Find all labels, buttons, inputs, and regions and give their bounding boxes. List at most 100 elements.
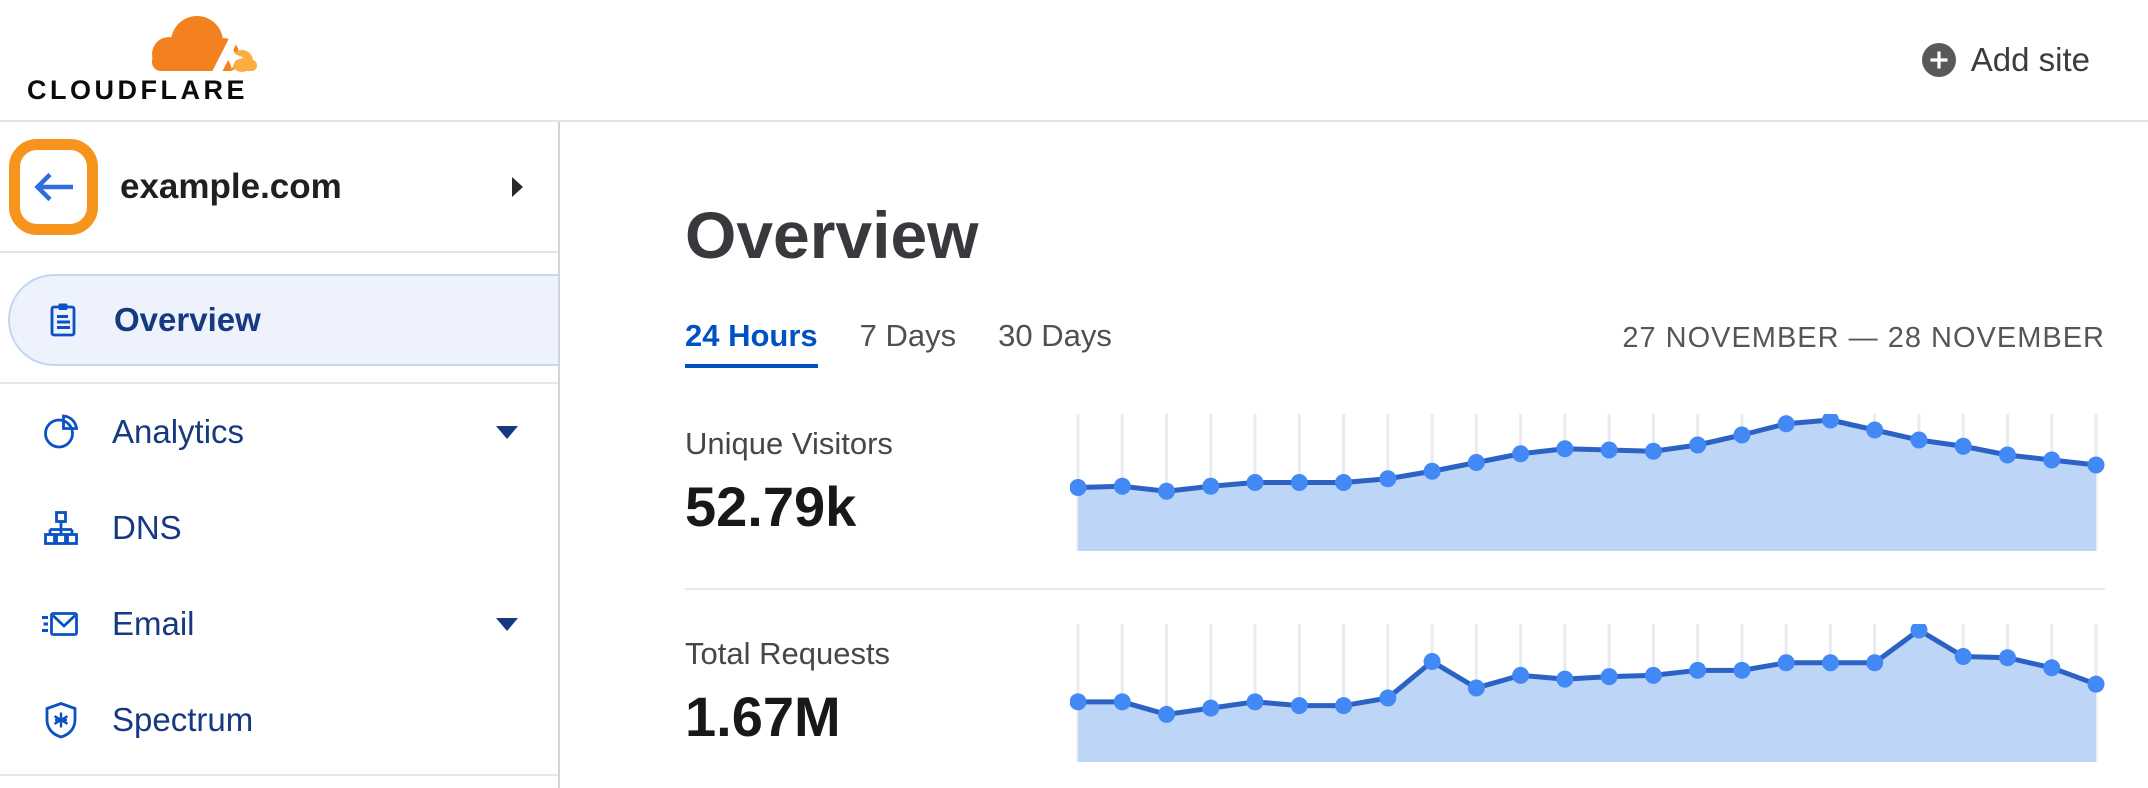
sidebar-divider: [0, 774, 558, 776]
chart-data-point[interactable]: [1512, 445, 1530, 463]
chart-data-point[interactable]: [1689, 436, 1707, 454]
chart-data-point[interactable]: [1910, 431, 1928, 449]
add-site-label: Add site: [1970, 41, 2090, 78]
chart-data-point[interactable]: [1335, 474, 1353, 491]
chart-data-point[interactable]: [2087, 675, 2105, 693]
tab-7-days[interactable]: 7 Days: [859, 318, 957, 353]
unique-visitors-metric: Unique Visitors 52.79k: [685, 414, 2105, 551]
chart-data-point[interactable]: [2043, 659, 2061, 677]
sidebar-item-overview[interactable]: Overview: [8, 274, 558, 366]
chart-data-point[interactable]: [1290, 697, 1308, 715]
chart-data-point[interactable]: [1998, 446, 2016, 464]
cloudflare-logo[interactable]: CLOUDFLARE: [27, 14, 267, 106]
chart-data-point[interactable]: [2043, 451, 2061, 469]
chart-area-fill: [1078, 420, 2096, 551]
sidebar-item-label: DNS: [112, 509, 182, 546]
sidebar-item-label: Email: [112, 605, 195, 642]
site-switcher[interactable]: example.com: [0, 122, 558, 253]
page-title: Overview: [685, 198, 979, 272]
main-content: Overview 24 Hours 7 Days 30 Days 27 NOVE…: [560, 122, 2148, 788]
chart-data-point[interactable]: [1379, 689, 1397, 707]
chart-data-point[interactable]: [1998, 649, 2016, 667]
chart-data-point[interactable]: [1246, 474, 1264, 491]
chart-data-point[interactable]: [1070, 479, 1087, 496]
caret-down-icon: [496, 617, 518, 631]
chevron-right-icon: [512, 176, 523, 197]
total-requests-metric: Total Requests 1.67M: [685, 624, 2105, 762]
chart-data-point[interactable]: [1556, 670, 1574, 688]
top-header: CLOUDFLARE Add site: [0, 0, 2148, 122]
arrow-left-icon: [33, 172, 73, 201]
chart-data-point[interactable]: [1070, 693, 1087, 711]
shield-icon: [45, 702, 77, 739]
chart-data-point[interactable]: [1335, 697, 1353, 715]
chart-data-point[interactable]: [1644, 442, 1662, 460]
date-range: 27 NOVEMBER — 28 NOVEMBER: [1622, 322, 2105, 354]
chart-data-point[interactable]: [1113, 477, 1131, 495]
chart-area-fill: [1078, 630, 2096, 762]
sidebar: example.com Overview: [0, 122, 560, 788]
chart-data-point[interactable]: [1821, 654, 1839, 672]
chart-data-point[interactable]: [1600, 668, 1618, 686]
chart-data-point[interactable]: [1556, 440, 1574, 458]
cloudflare-cloud-icon: [152, 16, 257, 72]
chart-data-point[interactable]: [1202, 477, 1220, 495]
chart-data-point[interactable]: [1600, 441, 1618, 459]
cloudflare-wordmark: CLOUDFLARE: [27, 75, 248, 105]
tab-30-days[interactable]: 30 Days: [998, 318, 1112, 353]
sitemap-icon: [44, 511, 78, 545]
metric-value: 52.79k: [685, 475, 857, 538]
sidebar-divider: [0, 382, 558, 384]
back-button[interactable]: [31, 170, 77, 204]
sidebar-item-label: Analytics: [112, 413, 245, 450]
chart-data-point[interactable]: [1379, 470, 1397, 488]
chart-data-point[interactable]: [1954, 437, 1972, 455]
metric-label: Unique Visitors: [685, 426, 893, 461]
chart-data-point[interactable]: [1423, 653, 1441, 670]
unique-visitors-chart[interactable]: [1070, 414, 2105, 551]
chart-data-point[interactable]: [1202, 699, 1220, 717]
sidebar-item-analytics[interactable]: Analytics: [0, 384, 558, 480]
chart-data-point[interactable]: [1158, 705, 1176, 723]
chart-data-point[interactable]: [1689, 661, 1707, 679]
chart-data-point[interactable]: [1954, 647, 1972, 665]
metric-value: 1.67M: [685, 685, 841, 748]
tab-24-hours[interactable]: 24 Hours: [685, 318, 818, 368]
chart-data-point[interactable]: [1246, 693, 1264, 711]
chart-data-point[interactable]: [1423, 462, 1441, 480]
chart-data-point[interactable]: [1467, 454, 1485, 471]
add-site-button[interactable]: Add site: [1921, 41, 2090, 79]
chart-data-point[interactable]: [1733, 661, 1751, 679]
chart-data-point[interactable]: [1113, 693, 1131, 711]
envelope-icon: [42, 612, 78, 636]
chart-data-point[interactable]: [1290, 474, 1308, 491]
sidebar-item-dns[interactable]: DNS: [0, 480, 558, 576]
chart-data-point[interactable]: [1821, 414, 1839, 429]
total-requests-chart[interactable]: [1070, 624, 2105, 762]
clipboard-icon: [50, 303, 76, 337]
time-range-tabs: 24 Hours 7 Days 30 Days: [685, 318, 1112, 368]
chart-data-point[interactable]: [1777, 654, 1795, 672]
chart-data-point[interactable]: [1733, 426, 1751, 444]
chart-data-point[interactable]: [1866, 421, 1884, 439]
sidebar-item-spectrum[interactable]: Spectrum: [0, 672, 558, 768]
chart-data-point[interactable]: [1644, 666, 1662, 684]
metric-divider: [685, 588, 2105, 590]
caret-down-icon: [496, 425, 518, 439]
metric-label: Total Requests: [685, 636, 891, 671]
sidebar-item-label: Spectrum: [112, 701, 254, 738]
back-button-highlight: [9, 138, 98, 235]
sidebar-item-email[interactable]: Email: [0, 576, 558, 672]
chart-data-point[interactable]: [1910, 624, 1928, 639]
plus-circle-icon: [1921, 43, 1956, 77]
chart-data-point[interactable]: [1777, 415, 1795, 433]
chart-data-point[interactable]: [1512, 666, 1530, 684]
chart-data-point[interactable]: [1467, 679, 1485, 697]
site-name: example.com: [120, 166, 342, 206]
chart-data-point[interactable]: [1158, 482, 1176, 500]
sidebar-nav: Overview Analytics: [0, 274, 558, 776]
chart-data-point[interactable]: [1866, 654, 1884, 672]
chart-data-point[interactable]: [2087, 456, 2105, 474]
pie-chart-icon: [44, 414, 79, 449]
